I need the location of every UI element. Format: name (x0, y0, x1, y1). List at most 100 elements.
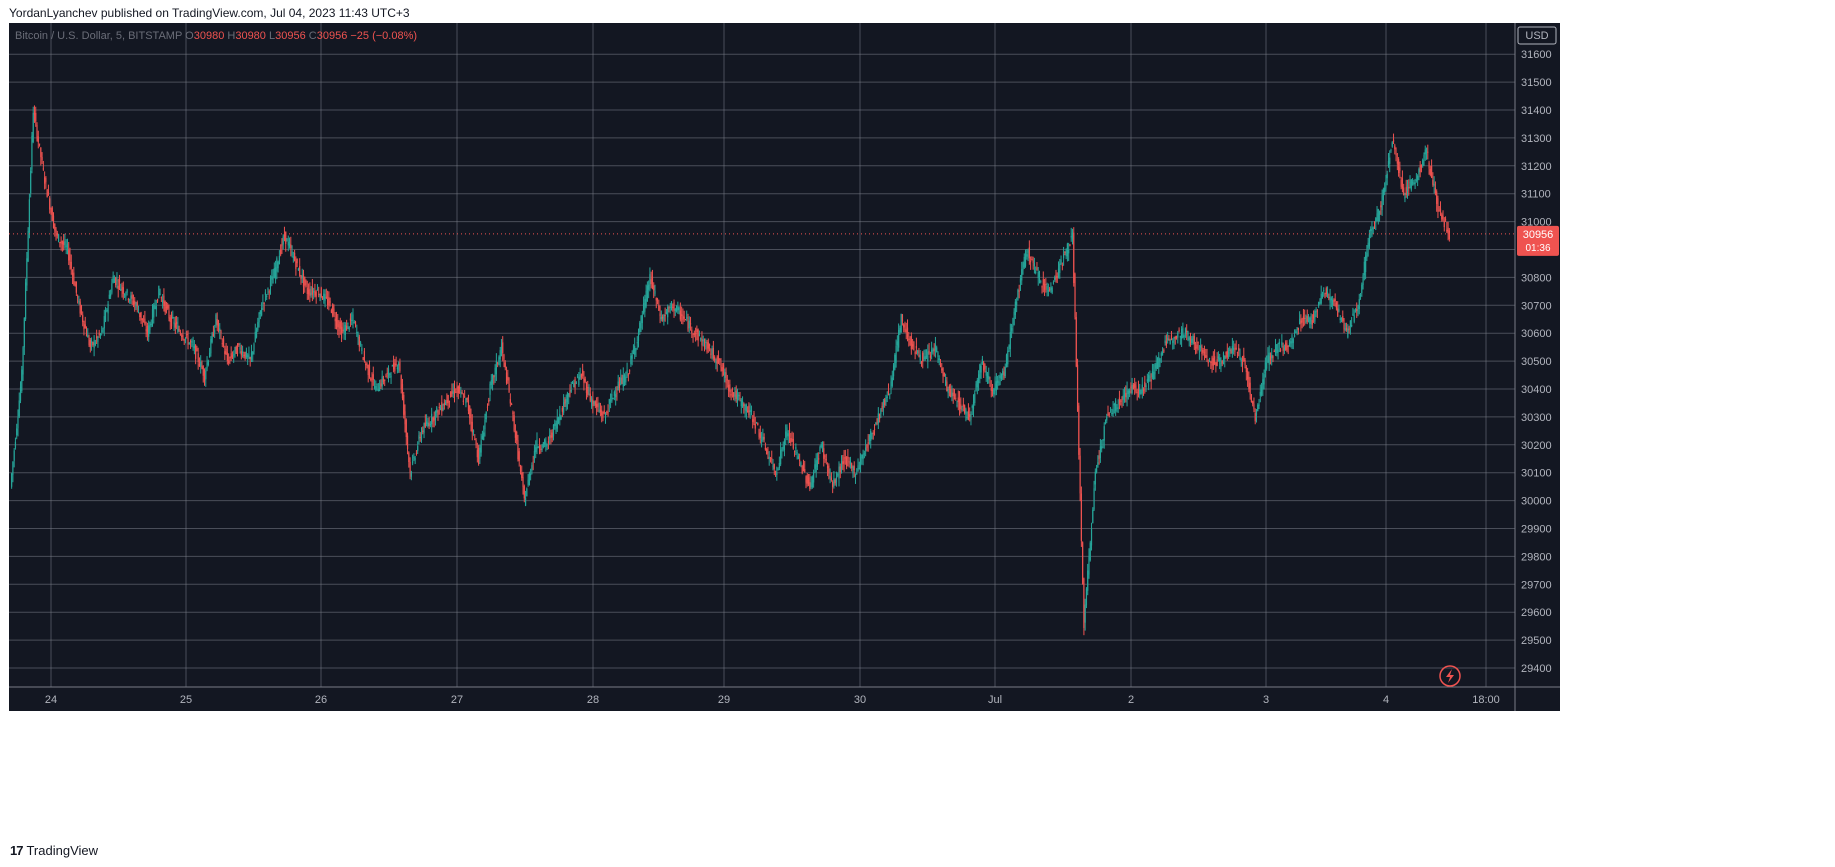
tradingview-logo[interactable]: 17 TradingView (10, 843, 98, 858)
candle-body (955, 397, 957, 399)
currency-button[interactable] (1517, 26, 1557, 45)
candle-body (447, 395, 449, 404)
candle-body (804, 469, 806, 472)
candle-body (626, 369, 628, 374)
candle-body (919, 354, 921, 361)
candle-body (1203, 352, 1206, 354)
candle-body (466, 397, 468, 400)
candle-body (1343, 323, 1345, 330)
candle-body (489, 384, 491, 395)
candle-body (1413, 182, 1415, 184)
candle-body (1115, 400, 1117, 411)
candle-body (1312, 314, 1315, 319)
candle-body (815, 460, 817, 472)
candle-body (1078, 405, 1080, 455)
candle-body (811, 476, 813, 488)
candle-body (727, 385, 730, 391)
candle-body (126, 289, 128, 293)
candle-body (333, 308, 335, 313)
candle-body (943, 372, 945, 377)
candle-body (1278, 341, 1280, 345)
candle-body (103, 316, 105, 329)
candle-body (598, 410, 600, 412)
candle-body (1198, 351, 1200, 353)
candle-body (715, 361, 717, 363)
candle-body (545, 441, 547, 447)
candle-body (1004, 367, 1006, 376)
candle-body (952, 392, 954, 397)
candle-body (541, 448, 543, 451)
candle-body (148, 325, 150, 337)
candle-body (717, 355, 720, 364)
candle-body (950, 388, 952, 397)
candle-body (497, 362, 499, 364)
candle-body (1373, 222, 1376, 224)
candle-body (318, 293, 320, 295)
candle-body (434, 411, 437, 421)
candle-body (1098, 455, 1100, 460)
candle-body (579, 374, 581, 380)
candle-body (1003, 372, 1005, 378)
candle-body (640, 316, 642, 329)
candle-body (1042, 279, 1044, 286)
candle-body (92, 342, 94, 346)
candle-body (1183, 335, 1185, 337)
candle-body (40, 147, 42, 158)
candle-body (588, 390, 590, 392)
candle-body (1274, 344, 1277, 351)
candle-body (24, 282, 27, 320)
candle-body (787, 433, 789, 437)
candle-body (90, 340, 93, 343)
candle-body (12, 461, 14, 475)
candle-body (594, 401, 596, 406)
candle-body (1235, 347, 1237, 350)
candle-body (625, 376, 627, 383)
candle-body (608, 399, 610, 404)
candle-body (247, 355, 249, 357)
candle-body (164, 301, 166, 313)
candle-body (1131, 385, 1133, 393)
candle-body (172, 316, 174, 318)
candle-body (1349, 320, 1351, 327)
candle-body (145, 329, 147, 332)
candle-body (221, 343, 223, 345)
candle-body (32, 112, 34, 143)
lightning-icon[interactable] (1439, 665, 1461, 687)
candle-body (906, 327, 909, 338)
candle-body (327, 298, 329, 306)
candle-body (599, 409, 602, 413)
candle-body (346, 325, 348, 331)
candle-body (82, 314, 84, 323)
candle-body (19, 386, 22, 401)
candle-body (764, 447, 766, 450)
candle-body (574, 378, 576, 389)
candle-body (617, 381, 619, 391)
candle-body (1428, 162, 1430, 169)
candle-body (316, 289, 319, 291)
candle-body (557, 417, 560, 423)
candle-body (839, 466, 841, 473)
candle-body (983, 362, 985, 371)
candle-body (953, 395, 956, 397)
price-axis-label: 31400 (1521, 105, 1552, 117)
candle-body (187, 337, 189, 345)
candle-body (288, 243, 291, 247)
time-axis-label: 25 (180, 694, 192, 706)
candle-body (519, 466, 522, 471)
candle-body (663, 315, 665, 321)
candle-body (1234, 350, 1236, 352)
candle-body (146, 325, 149, 335)
candle-body (892, 365, 895, 377)
candle-body (1376, 213, 1378, 220)
candle-body (1146, 379, 1148, 382)
candle-body (990, 387, 992, 392)
candle-body (359, 342, 362, 345)
candle-body (1345, 327, 1348, 331)
candle-body (1382, 189, 1384, 201)
candle-body (478, 447, 480, 465)
candle-body (985, 371, 987, 376)
candle-body (75, 281, 77, 293)
candle-body (311, 286, 313, 295)
candle-body (368, 365, 371, 378)
